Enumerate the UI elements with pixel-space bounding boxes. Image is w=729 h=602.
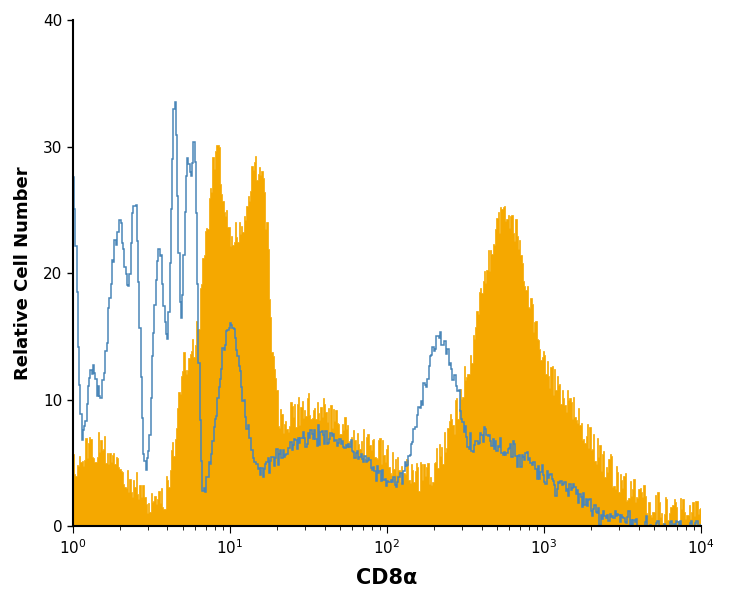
X-axis label: CD8α: CD8α xyxy=(356,568,418,588)
Y-axis label: Relative Cell Number: Relative Cell Number xyxy=(14,166,32,380)
